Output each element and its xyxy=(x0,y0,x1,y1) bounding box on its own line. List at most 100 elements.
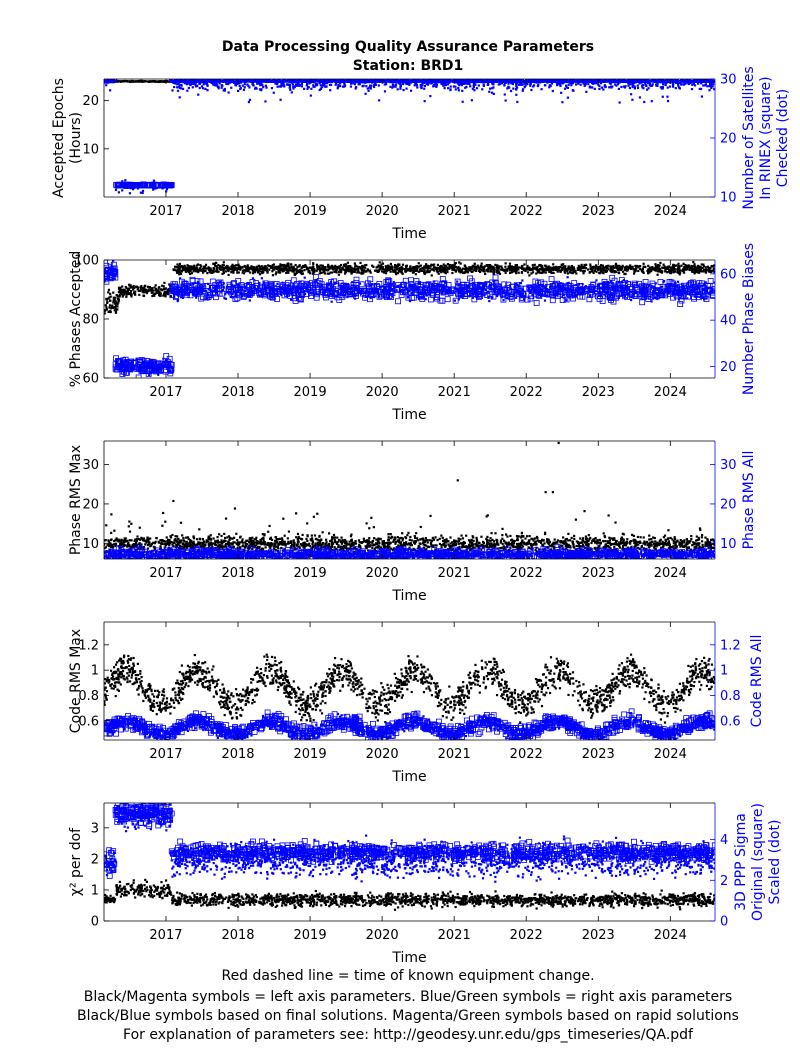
data-point xyxy=(164,287,168,290)
data-point xyxy=(114,182,121,189)
data-point xyxy=(185,83,189,86)
data-point xyxy=(369,84,372,87)
data-point xyxy=(396,271,399,275)
data-point xyxy=(274,82,277,85)
data-point xyxy=(620,74,622,76)
data-point xyxy=(117,185,120,188)
data-point xyxy=(194,266,197,269)
data-point xyxy=(477,75,479,77)
data-point xyxy=(424,264,428,268)
data-point xyxy=(498,271,501,274)
data-point xyxy=(491,82,494,85)
data-point xyxy=(659,270,662,274)
data-point xyxy=(555,79,559,81)
data-point xyxy=(108,306,111,309)
data-point xyxy=(179,79,182,81)
data-point xyxy=(178,86,182,90)
data-point xyxy=(409,265,412,268)
data-point xyxy=(196,263,200,266)
data-point xyxy=(194,270,198,273)
data-point xyxy=(267,79,270,81)
data-point xyxy=(618,81,621,84)
data-point xyxy=(292,87,295,90)
data-point xyxy=(517,271,520,274)
data-point xyxy=(495,269,498,272)
data-point xyxy=(656,263,660,267)
data-point xyxy=(622,85,626,88)
data-point xyxy=(173,76,175,78)
data-point xyxy=(139,286,142,289)
data-point xyxy=(277,271,281,274)
data-point xyxy=(529,84,532,87)
data-point xyxy=(440,80,444,83)
data-point xyxy=(623,79,626,82)
data-point xyxy=(646,79,649,81)
data-point xyxy=(419,75,421,77)
data-point xyxy=(315,72,317,74)
data-point xyxy=(289,88,292,91)
data-point xyxy=(151,294,154,298)
data-point xyxy=(425,82,428,86)
data-point xyxy=(191,72,193,74)
data-point xyxy=(447,79,451,80)
data-point xyxy=(692,260,695,264)
data-point xyxy=(152,293,155,296)
data-point xyxy=(206,89,209,92)
data-point xyxy=(710,81,713,84)
data-point xyxy=(604,75,606,77)
data-point xyxy=(293,80,296,83)
data-point xyxy=(243,86,246,89)
data-point xyxy=(542,271,545,274)
data-point xyxy=(711,79,715,83)
data-point xyxy=(472,84,475,87)
data-point xyxy=(218,266,221,270)
data-point xyxy=(480,79,484,80)
data-point xyxy=(702,74,704,76)
data-point xyxy=(593,79,597,82)
data-point xyxy=(358,83,361,86)
data-point xyxy=(484,272,487,276)
data-point xyxy=(440,271,443,274)
data-point xyxy=(266,270,269,273)
data-point xyxy=(228,79,231,81)
data-point xyxy=(395,81,398,84)
data-point xyxy=(129,289,133,293)
data-point xyxy=(433,266,437,269)
data-point xyxy=(181,75,183,77)
data-point xyxy=(683,82,686,86)
data-point xyxy=(440,82,443,86)
data-point xyxy=(333,270,336,273)
data-point xyxy=(539,75,541,77)
data-point xyxy=(446,83,450,86)
data-point xyxy=(450,79,453,82)
data-point xyxy=(602,88,605,91)
data-point xyxy=(319,84,322,87)
data-point xyxy=(261,79,268,82)
data-point xyxy=(164,80,167,83)
data-point xyxy=(133,291,136,295)
data-point xyxy=(194,82,197,85)
data-point xyxy=(636,86,640,90)
data-point xyxy=(448,81,451,84)
figure-subtitle: Station: BRD1 xyxy=(353,58,464,74)
data-point xyxy=(171,89,174,92)
data-point xyxy=(263,268,267,272)
data-point xyxy=(433,269,436,272)
data-point xyxy=(583,84,586,87)
data-point xyxy=(201,87,205,90)
data-point xyxy=(293,272,296,275)
data-point xyxy=(383,90,387,93)
data-point xyxy=(381,80,385,84)
data-point xyxy=(184,81,187,85)
data-point xyxy=(253,271,257,274)
data-point xyxy=(420,84,424,87)
data-point xyxy=(322,79,325,81)
data-point xyxy=(600,86,603,89)
data-point xyxy=(468,82,471,86)
data-point xyxy=(250,73,252,75)
data-point xyxy=(697,270,700,273)
data-point xyxy=(393,263,397,267)
data-point xyxy=(566,272,570,275)
data-point xyxy=(187,265,190,268)
data-point xyxy=(609,266,612,269)
